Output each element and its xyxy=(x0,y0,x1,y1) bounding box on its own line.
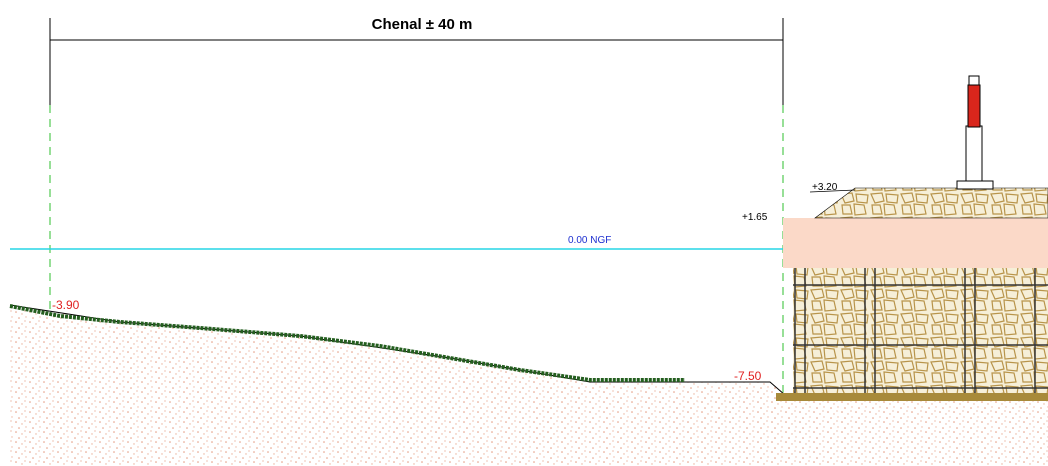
foundation xyxy=(776,393,1048,401)
seabed-line xyxy=(9,304,786,396)
chimney-base xyxy=(956,180,994,190)
level-label: -3.90 xyxy=(52,298,80,312)
gabion-frame xyxy=(793,268,1048,393)
crest-stones xyxy=(814,187,1048,219)
concrete-cap xyxy=(783,218,1048,268)
water-level-label: 0.00 NGF xyxy=(568,235,611,246)
level-label: +1.65 xyxy=(742,212,768,223)
seabed-soil xyxy=(10,305,1048,466)
dimension-label: Chenal ± 40 m xyxy=(372,16,473,33)
level-label: +3.20 xyxy=(812,182,838,193)
chimney-cap xyxy=(968,75,980,86)
seagrass xyxy=(9,304,685,382)
gabion-fill xyxy=(793,268,1048,393)
chimney-shaft xyxy=(965,125,983,182)
level-label: -7.50 xyxy=(734,369,762,383)
chimney-top xyxy=(967,84,981,128)
leader-line xyxy=(809,189,856,193)
